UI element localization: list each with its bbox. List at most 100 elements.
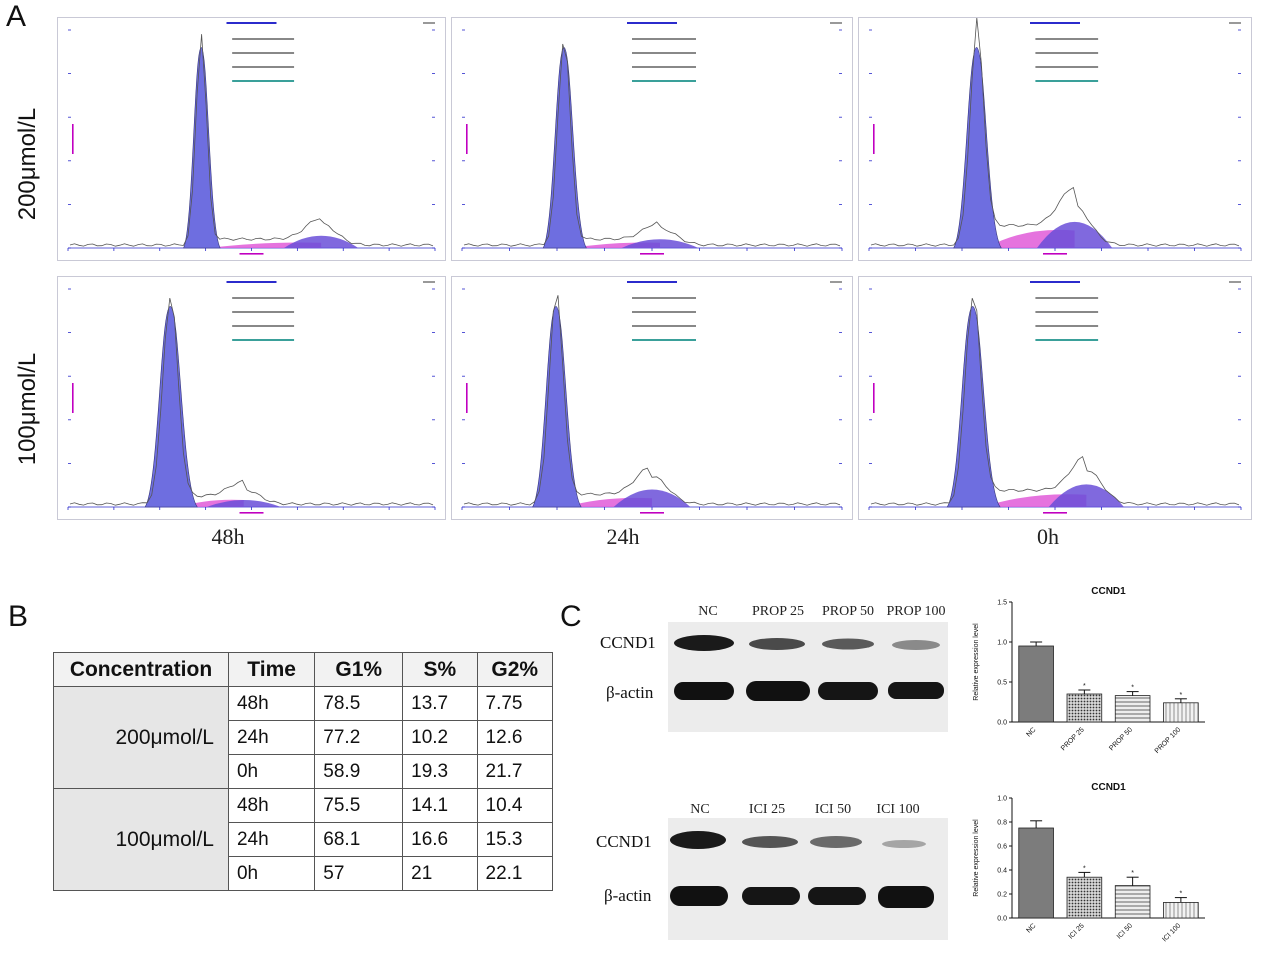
histogram-plot [868,18,1242,255]
time-cell: 24h [227,822,316,857]
legend-mark [1035,80,1099,82]
histogram-plot [868,281,1242,514]
band [674,682,734,700]
bar [1163,902,1199,919]
envelope-line [69,298,434,506]
legend-mark [232,38,295,40]
time-cell: 0h [227,754,316,789]
g2-cell: 10.4 [476,788,553,823]
plot-header-mark [1030,22,1080,24]
g1-peak [946,306,1001,508]
table-row: 100μmol/L 48h 75.5 14.1 10.4 [53,788,553,891]
dna-histogram [57,17,446,261]
s-cell: 14.1 [402,788,478,823]
s-cell: 19.3 [402,754,478,789]
x-tick-label: NC [1025,922,1037,934]
band [670,831,726,849]
legend-mark [232,339,295,341]
y-axis-mark [873,124,875,154]
g1-peak [532,306,582,508]
header-s: S% [402,652,478,687]
concentration-cell: 200μmol/L [53,686,229,789]
band [746,681,810,701]
col-label-48h: 48h [211,524,245,549]
histogram-plot [67,281,436,514]
dna-histogram [451,276,853,520]
envelope-line [870,298,1240,506]
dna-histogram [858,17,1252,261]
y-axis-mark [466,124,468,154]
table-header-row: Concentration Time G1% S% G2% [53,652,553,687]
significance-mark: * [1131,685,1134,692]
header-g2: G2% [476,652,553,687]
x-tick-label: ICI 25 [1068,922,1086,940]
legend-mark [632,52,696,54]
x-tick-label: PROP 100 [1154,726,1183,755]
plot-header-mark [1030,281,1080,283]
legend-mark [232,52,295,54]
band [810,836,862,848]
legend-mark [1035,325,1099,327]
significance-mark: * [1131,870,1134,877]
y-tick-label: 1.0 [997,640,1007,647]
lane-label: NC [690,802,710,817]
bar [1018,645,1054,723]
dna-histogram [451,17,853,261]
band [670,886,728,906]
x-axis-mark [1043,253,1067,255]
ccnd1-bar-chart-ici: CCND1 Relative expression level 0.0 0.2 0.4 0… [973,782,1205,943]
lane-label: PROP 50 [821,604,874,619]
legend-mark [232,66,295,68]
table-row: 200μmol/L 48h 78.5 13.7 7.75 [53,686,553,789]
legend-mark [232,325,295,327]
s-cell: 10.2 [402,720,478,755]
legend-mark [232,297,295,299]
x-tick-label: NC [1025,726,1037,738]
dna-histogram [858,276,1252,520]
g1-cell: 77.2 [314,720,404,755]
x-tick-label: PROP 50 [1108,726,1134,752]
panel-c-letter: C [560,600,582,633]
time-cell: 48h [227,788,316,823]
bar [1114,885,1151,919]
lane-label: ICI 50 [814,802,852,817]
plot-header-mark [830,281,842,283]
histogram-plot [67,22,436,255]
legend-mark [632,80,696,82]
plot-header-mark [423,281,435,283]
y-tick-label: 0.5 [997,680,1007,687]
lane-label: ICI 100 [876,802,920,817]
y-axis-mark [873,383,875,413]
g1-peak [953,47,1002,249]
lane-label: ICI 25 [748,802,786,817]
g2-peak [284,235,359,248]
x-tick-label: ICI 50 [1116,922,1134,940]
legend-mark [1035,38,1099,40]
plot-header-mark [627,22,677,24]
g2-peak [206,500,281,507]
envelope-line [870,18,1240,247]
g2-cell: 21.7 [476,754,553,789]
x-axis-mark [239,253,264,255]
plot-header-mark [226,22,277,24]
g2-cell: 15.3 [476,822,553,857]
time-cell: 48h [227,686,316,721]
bar [1163,702,1199,723]
legend-mark [632,297,696,299]
blot-row-label-ccnd1: CCND1 [600,633,656,652]
y-tick-label: 0.8 [997,820,1007,827]
header-g1: G1% [314,652,404,687]
band [742,887,800,905]
y-axis-mark [72,383,74,413]
band [749,638,805,650]
significance-mark: * [1083,683,1086,690]
legend-mark [632,66,696,68]
legend-mark [1035,297,1099,299]
plot-header-mark [1229,22,1241,24]
y-tick-label: 0.0 [997,916,1007,923]
western-blot-prop [668,622,948,732]
plot-header-mark [226,281,277,283]
band [892,640,940,650]
histogram-plot [461,22,843,255]
y-axis-label: Relative expression level [973,819,980,897]
